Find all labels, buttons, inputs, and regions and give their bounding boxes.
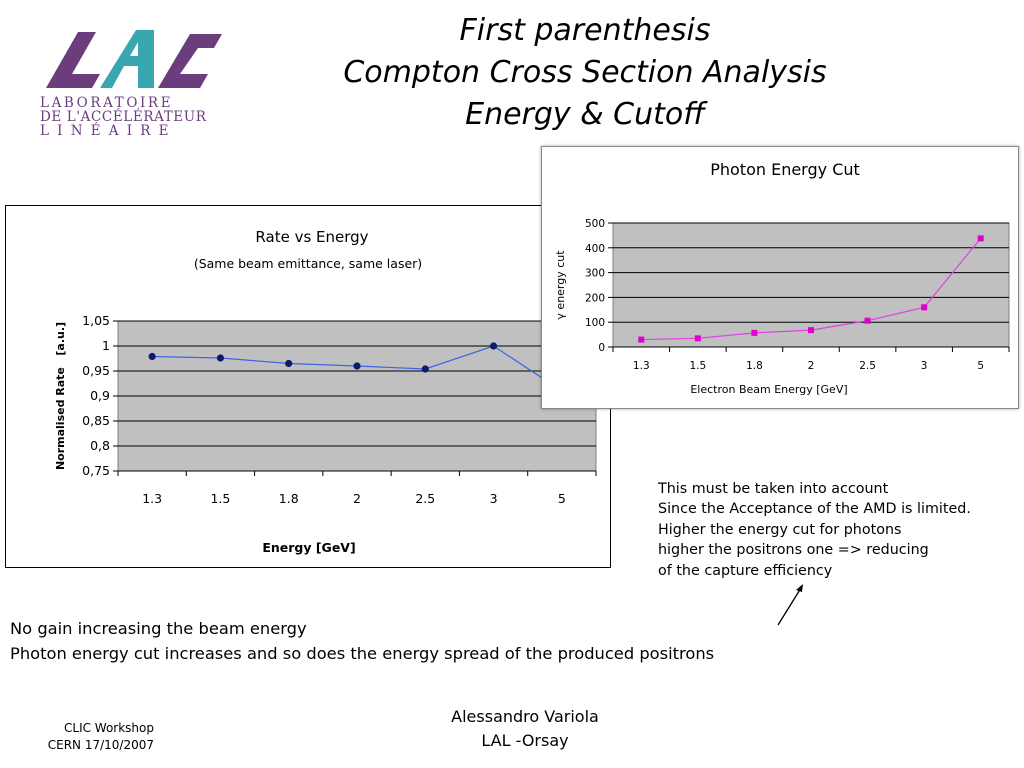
footer-left-line-1: CLIC Workshop: [64, 721, 154, 735]
rate-chart-ylabel: Normalised Rate [a.u.]: [54, 322, 67, 470]
chart1-data-point: [285, 359, 293, 368]
title-line-1: First parenthesis: [459, 13, 711, 48]
lal-logo: LABORATOIRE DE L'ACCÉLÉRATEUR LINÉAIRE: [34, 26, 234, 144]
chart1-xtick-label: 2.5: [415, 491, 435, 506]
rate-chart-xlabel: Energy [GeV]: [262, 540, 355, 555]
chart2-ytick-label: 200: [585, 292, 605, 304]
chart1-xtick-label: 1.3: [142, 491, 162, 506]
chart2-ytick-label: 0: [598, 342, 605, 354]
chart2-data-point: [694, 335, 701, 342]
photon-chart-svg: 0 100 200 300 400 500 1.3 1.5 1.8 2 2.5 3 5 Photon En…: [554, 160, 1010, 396]
chart2-xtick-label: 3: [921, 360, 928, 372]
chart1-xtick-label: 2: [353, 491, 361, 506]
chart1-xtick-label: 1.8: [279, 491, 299, 506]
chart2-data-point: [638, 336, 645, 343]
chart2-data-point: [808, 327, 814, 334]
note-line-4: higher the positrons one => reducing: [658, 542, 929, 559]
chart1-ytick-label: 1,05: [82, 313, 110, 328]
chart1-ytick-label: 0,85: [82, 413, 110, 428]
note-line-3: Higher the energy cut for photons: [658, 521, 902, 538]
logo-line-2: DE L'ACCÉLÉRATEUR: [40, 109, 207, 125]
photon-chart-xlabel: Electron Beam Energy [GeV]: [690, 383, 847, 396]
conclusion-line-1: No gain increasing the beam energy: [10, 619, 307, 638]
footer-workshop: CLIC Workshop CERN 17/10/2007: [20, 720, 154, 754]
chart1-data-point: [489, 342, 498, 350]
chart2-data-point: [751, 329, 758, 336]
photon-chart-ylabel: γ energy cut: [554, 250, 567, 320]
footer-author: Alessandro Variola LAL -Orsay: [400, 705, 650, 753]
note-line-1: This must be taken into account: [658, 481, 889, 497]
chart1-ytick-label: 0,8: [90, 438, 110, 453]
chart2-data-point: [977, 235, 984, 242]
chart2-ytick-label: 500: [585, 218, 605, 230]
title-line-2: Compton Cross Section Analysis: [343, 55, 827, 90]
chart2-xtick-label: 1.3: [633, 360, 650, 372]
chart2-xtick-label: 2: [808, 360, 815, 372]
footer-left-line-2: CERN 17/10/2007: [47, 738, 154, 752]
note-line-2: Since the Acceptance of the AMD is limit…: [658, 501, 971, 518]
chart2-xtick-label: 2.5: [859, 360, 876, 372]
chart2-ytick-label: 400: [585, 243, 605, 255]
chart1-xtick-label: 3: [490, 491, 498, 506]
chart1-ytick-label: 0,75: [82, 463, 110, 478]
chart2-data-point: [921, 304, 928, 311]
title-line-3: Energy & Cutoff: [465, 97, 705, 132]
chart1-data-point: [216, 354, 225, 362]
chart1-ytick-label: 0,9: [90, 388, 110, 403]
chart2-data-point: [864, 317, 871, 324]
chart1-data-point: [421, 365, 429, 373]
chart2-xtick-label: 5: [977, 360, 984, 372]
conclusion-line-2: Photon energy cut increases and so does …: [10, 644, 715, 663]
chart1-ytick-label: 0,95: [82, 363, 110, 378]
lal-logo-mark: [46, 30, 222, 88]
slide-title: First parenthesis Compton Cross Section …: [300, 10, 870, 136]
chart2-xtick-label: 1.5: [690, 360, 707, 372]
note-arrow-icon: [777, 584, 803, 626]
note-line-5: of the capture efficiency: [658, 562, 833, 579]
chart2-xtick-label: 1.8: [746, 360, 763, 372]
logo-line-1: LABORATOIRE: [40, 95, 174, 111]
chart1-xtick-label: 5: [558, 491, 566, 506]
chart1-data-point: [353, 362, 361, 370]
rate-vs-energy-chart: 0,75 0,8 0,85 0,9 0,95 1 1,05 1.3 1.5 1.8 2 2.5 3 5 Ra…: [5, 205, 611, 568]
chart2-ytick-label: 300: [585, 268, 605, 280]
footer-center-line-2: LAL -Orsay: [481, 731, 569, 750]
chart1-data-point: [148, 352, 156, 361]
photon-energy-cut-chart: 0 100 200 300 400 500 1.3 1.5 1.8 2 2.5 3 5 Photon En…: [541, 146, 1019, 409]
acceptance-note: This must be taken into account Since th…: [658, 479, 1024, 581]
rate-chart-svg: 0,75 0,8 0,85 0,9 0,95 1 1,05 1.3 1.5 1.8 2 2.5 3 5 Ra…: [54, 228, 597, 555]
conclusion-text: No gain increasing the beam energy Photo…: [10, 616, 1010, 666]
rate-chart-title: Rate vs Energy: [255, 228, 368, 246]
rate-chart-subtitle: (Same beam emittance, same laser): [194, 256, 422, 271]
photon-chart-title: Photon Energy Cut: [710, 160, 860, 179]
chart1-ytick-label: 1: [102, 338, 110, 353]
logo-line-3: LINÉAIRE: [40, 123, 177, 139]
footer-center-line-1: Alessandro Variola: [451, 707, 599, 726]
chart1-xtick-label: 1.5: [210, 491, 230, 506]
chart2-ytick-label: 100: [585, 317, 605, 329]
